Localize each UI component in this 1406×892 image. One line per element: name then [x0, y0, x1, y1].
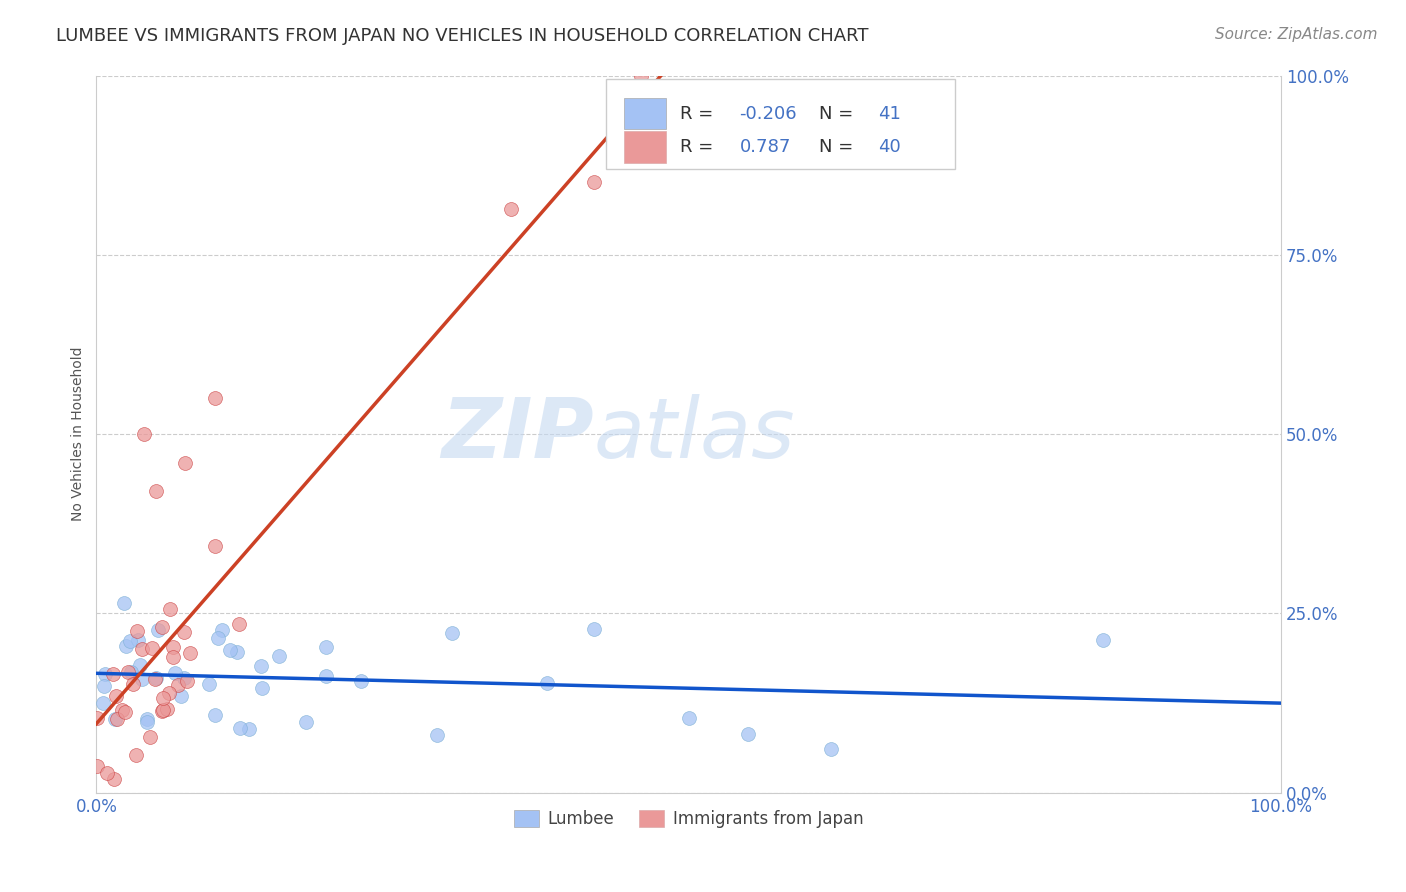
Point — [145, 671, 167, 685]
Point — [125, 624, 148, 639]
Point — [582, 622, 605, 636]
Point — [349, 674, 371, 689]
Point — [94, 667, 117, 681]
Point — [228, 616, 250, 631]
FancyBboxPatch shape — [623, 98, 666, 129]
Legend: Lumbee, Immigrants from Japan: Lumbee, Immigrants from Japan — [508, 803, 870, 835]
Point — [135, 715, 157, 730]
Point — [105, 689, 128, 703]
Point — [440, 625, 463, 640]
Point — [536, 676, 558, 690]
Point — [250, 681, 273, 695]
Point — [737, 727, 759, 741]
Point — [114, 705, 136, 719]
FancyBboxPatch shape — [623, 131, 666, 163]
Point — [86, 711, 108, 725]
Point — [426, 728, 449, 742]
Point — [91, 696, 114, 710]
Point — [138, 730, 160, 744]
Point — [105, 712, 128, 726]
Point — [111, 703, 134, 717]
Text: 41: 41 — [879, 104, 901, 122]
Text: N =: N = — [818, 104, 859, 122]
Text: 0.787: 0.787 — [740, 138, 792, 156]
Point — [125, 747, 148, 762]
Point — [117, 665, 139, 679]
Point — [174, 456, 197, 470]
Point — [118, 633, 141, 648]
Point — [150, 620, 173, 634]
Point — [101, 667, 124, 681]
Point — [198, 676, 221, 690]
Point — [152, 691, 174, 706]
Text: 40: 40 — [879, 138, 901, 156]
Point — [678, 82, 700, 96]
Point — [170, 689, 193, 703]
Point — [152, 703, 174, 717]
Point — [678, 710, 700, 724]
Point — [131, 642, 153, 657]
Point — [86, 758, 108, 772]
Point — [103, 772, 125, 787]
Point — [115, 639, 138, 653]
Point — [582, 175, 605, 189]
Point — [156, 702, 179, 716]
Point — [211, 623, 233, 637]
Text: R =: R = — [681, 104, 720, 122]
Point — [93, 679, 115, 693]
Point — [104, 712, 127, 726]
Point — [204, 707, 226, 722]
Point — [157, 686, 180, 700]
Point — [176, 673, 198, 688]
Point — [150, 704, 173, 718]
Point — [173, 624, 195, 639]
Point — [249, 659, 271, 673]
Point — [267, 648, 290, 663]
Point — [159, 602, 181, 616]
Point — [127, 632, 149, 647]
Point — [173, 671, 195, 685]
Point — [96, 765, 118, 780]
FancyBboxPatch shape — [606, 79, 955, 169]
Point — [112, 596, 135, 610]
Point — [295, 714, 318, 729]
Point — [141, 641, 163, 656]
Point — [820, 741, 842, 756]
Point — [162, 640, 184, 655]
Point — [499, 202, 522, 216]
Point — [166, 678, 188, 692]
Point — [226, 645, 249, 659]
Text: N =: N = — [818, 138, 859, 156]
Point — [162, 650, 184, 665]
Point — [132, 427, 155, 442]
Text: Source: ZipAtlas.com: Source: ZipAtlas.com — [1215, 27, 1378, 42]
Point — [131, 672, 153, 686]
Y-axis label: No Vehicles in Household: No Vehicles in Household — [72, 347, 86, 521]
Point — [120, 665, 142, 679]
Point — [129, 657, 152, 672]
Point — [1092, 633, 1115, 648]
Text: R =: R = — [681, 138, 720, 156]
Point — [136, 712, 159, 726]
Text: -0.206: -0.206 — [740, 104, 797, 122]
Text: ZIP: ZIP — [441, 393, 593, 475]
Point — [315, 640, 337, 654]
Point — [207, 631, 229, 645]
Point — [219, 642, 242, 657]
Point — [143, 672, 166, 686]
Point — [179, 646, 201, 660]
Text: LUMBEE VS IMMIGRANTS FROM JAPAN NO VEHICLES IN HOUSEHOLD CORRELATION CHART: LUMBEE VS IMMIGRANTS FROM JAPAN NO VEHIC… — [56, 27, 869, 45]
Point — [122, 677, 145, 691]
Point — [163, 666, 186, 681]
Point — [630, 69, 652, 83]
Point — [204, 391, 226, 405]
Point — [315, 669, 337, 683]
Text: atlas: atlas — [593, 393, 796, 475]
Point — [238, 722, 260, 736]
Point — [148, 624, 170, 638]
Point — [145, 484, 167, 499]
Point — [204, 539, 226, 553]
Point — [229, 722, 252, 736]
